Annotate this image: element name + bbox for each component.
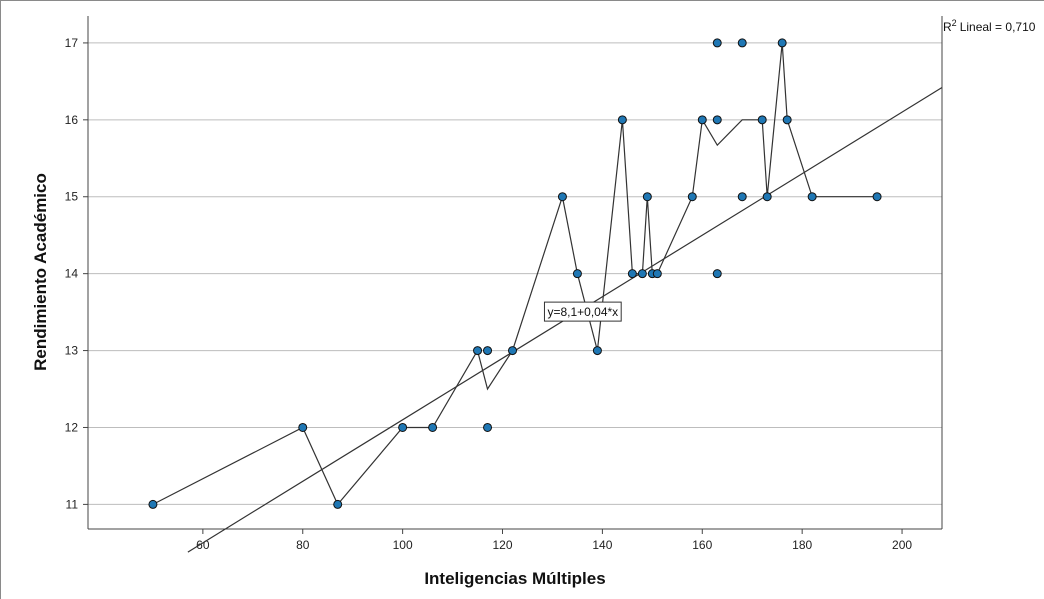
grid-lines bbox=[88, 42, 942, 505]
data-point bbox=[712, 115, 722, 125]
fit-equation-box: y=8,1+0,04*x bbox=[543, 301, 622, 322]
y-tick-label: 15 bbox=[65, 190, 79, 204]
x-tick-label: 140 bbox=[592, 538, 612, 552]
axes bbox=[87, 16, 943, 530]
data-point bbox=[398, 422, 408, 432]
data-point bbox=[627, 269, 637, 279]
data-point bbox=[557, 192, 567, 202]
data-point bbox=[592, 346, 602, 356]
y-ticks: 11 12 13 14 15 16 17 bbox=[65, 36, 88, 511]
data-point bbox=[872, 192, 882, 202]
x-tick-label: 160 bbox=[692, 538, 712, 552]
data-points bbox=[148, 38, 882, 509]
r2-annotation: R2 Lineal = 0,710 bbox=[943, 18, 1036, 34]
fit-equation-label: y=8,1+0,04*x bbox=[547, 305, 618, 319]
r2-superscript: 2 bbox=[952, 18, 957, 28]
data-point bbox=[333, 499, 343, 509]
data-point bbox=[737, 38, 747, 48]
data-point bbox=[298, 422, 308, 432]
data-point bbox=[642, 192, 652, 202]
x-tick-label: 100 bbox=[393, 538, 413, 552]
x-tick-label: 180 bbox=[792, 538, 812, 552]
y-tick-label: 11 bbox=[66, 497, 79, 511]
data-point bbox=[757, 115, 767, 125]
data-point bbox=[712, 38, 722, 48]
data-point bbox=[473, 346, 483, 356]
data-point bbox=[508, 346, 518, 356]
y-tick-label: 12 bbox=[65, 420, 79, 434]
data-point bbox=[652, 269, 662, 279]
data-point bbox=[762, 192, 772, 202]
y-tick-label: 16 bbox=[65, 113, 79, 127]
data-point bbox=[483, 346, 493, 356]
x-tick-label: 120 bbox=[492, 538, 512, 552]
data-point bbox=[697, 115, 707, 125]
x-tick-label: 80 bbox=[296, 538, 310, 552]
data-point bbox=[737, 192, 747, 202]
data-point bbox=[483, 422, 493, 432]
data-point bbox=[807, 192, 817, 202]
x-tick-label: 60 bbox=[196, 538, 210, 552]
data-point bbox=[687, 192, 697, 202]
data-point bbox=[782, 115, 792, 125]
x-axis-title: Inteligencias Múltiples bbox=[424, 569, 605, 588]
y-axis-title: Rendimiento Académico bbox=[31, 173, 50, 371]
data-point bbox=[712, 269, 722, 279]
data-point bbox=[617, 115, 627, 125]
y-tick-label: 13 bbox=[65, 344, 79, 358]
r2-value: Lineal = 0,710 bbox=[960, 20, 1036, 34]
y-tick-label: 17 bbox=[65, 36, 79, 50]
r2-prefix: R bbox=[943, 20, 952, 34]
data-point bbox=[428, 422, 438, 432]
data-point bbox=[572, 269, 582, 279]
x-ticks: 60 80 100 120 140 160 180 200 bbox=[196, 529, 912, 552]
data-point bbox=[637, 269, 647, 279]
data-point bbox=[148, 499, 158, 509]
x-tick-label: 200 bbox=[892, 538, 912, 552]
fit-equation-border bbox=[543, 301, 622, 322]
data-point bbox=[777, 38, 787, 48]
y-tick-label: 14 bbox=[65, 267, 79, 281]
